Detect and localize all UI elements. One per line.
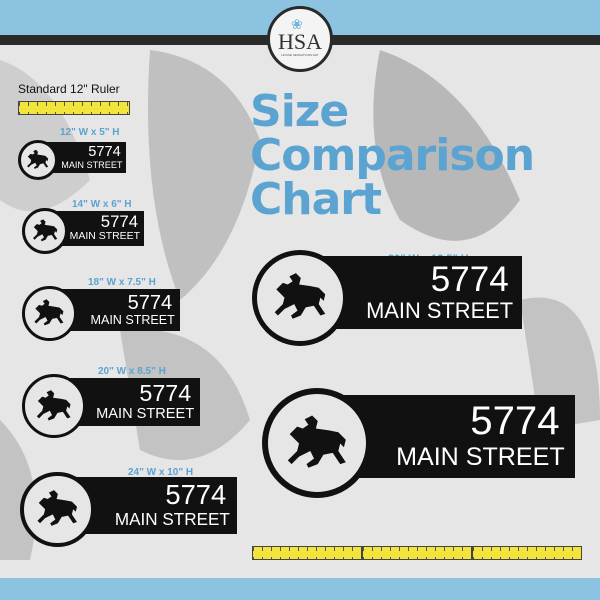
ruler (18, 101, 130, 115)
bottom-band (0, 578, 600, 600)
address-sign: 5774 MAIN STREET (22, 286, 180, 341)
horse-icon (27, 149, 49, 169)
street-name: MAIN STREET (96, 406, 195, 422)
street-name: MAIN STREET (396, 442, 565, 471)
street-name: MAIN STREET (69, 230, 141, 242)
page-title: Size Comparison Chart (250, 86, 535, 225)
address-sign: 5774 MAIN STREET (252, 250, 522, 346)
size-label: 24" W x 10" H (128, 467, 194, 478)
ruler (362, 546, 472, 560)
horse-icon (37, 490, 77, 527)
logo: ❀ HSA HOUSE SENSATIONS ART (267, 6, 333, 72)
address-sign: 5774 MAIN STREET (20, 472, 237, 547)
house-number: 5774 (127, 291, 173, 314)
house-number: 5774 (139, 379, 192, 406)
horse-icon (274, 273, 325, 320)
horse-icon (32, 219, 57, 242)
sign-plate: 5774 MAIN STREET (300, 255, 522, 329)
horse-icon (34, 299, 64, 326)
size-label: 18" W x 7.5" H (88, 277, 156, 288)
street-name: MAIN STREET (61, 159, 123, 170)
house-number: 5774 (100, 211, 139, 231)
sign-ring (18, 140, 58, 180)
street-name: MAIN STREET (366, 297, 514, 323)
house-number: 5774 (165, 479, 227, 511)
ruler (472, 546, 582, 560)
ruler (252, 546, 362, 560)
ruler-label: Standard 12" Ruler (18, 82, 120, 96)
house-number: 5774 (470, 398, 560, 444)
sign-ring (22, 374, 86, 438)
size-label: 14" W x 6" H (72, 199, 132, 210)
address-sign: 5774 MAIN STREET (262, 388, 575, 498)
horse-icon (36, 389, 71, 421)
address-sign: 5774 MAIN STREET (22, 208, 144, 254)
size-label: 12" W x 5" H (60, 127, 120, 138)
house-number: 5774 (430, 259, 509, 299)
house-number: 5774 (88, 143, 121, 160)
lotus-icon: ❀ (291, 16, 303, 32)
horse-icon (287, 414, 346, 468)
street-name: MAIN STREET (90, 313, 175, 328)
address-sign: 5774 MAIN STREET (18, 140, 126, 180)
street-name: MAIN STREET (114, 509, 230, 529)
size-label: 20" W x 8.5" H (98, 366, 166, 377)
address-sign: 5774 MAIN STREET (22, 374, 200, 438)
sign-ring (20, 472, 95, 547)
sign-ring (252, 250, 348, 346)
